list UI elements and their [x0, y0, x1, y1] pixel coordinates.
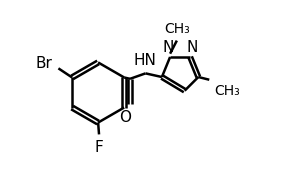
Text: HN: HN: [133, 53, 156, 68]
Text: N: N: [162, 40, 174, 55]
Text: N: N: [187, 40, 198, 55]
Text: Br: Br: [35, 56, 52, 71]
Text: CH₃: CH₃: [164, 22, 190, 36]
Text: F: F: [95, 140, 103, 155]
Text: CH₃: CH₃: [215, 84, 240, 98]
Text: O: O: [120, 110, 132, 125]
